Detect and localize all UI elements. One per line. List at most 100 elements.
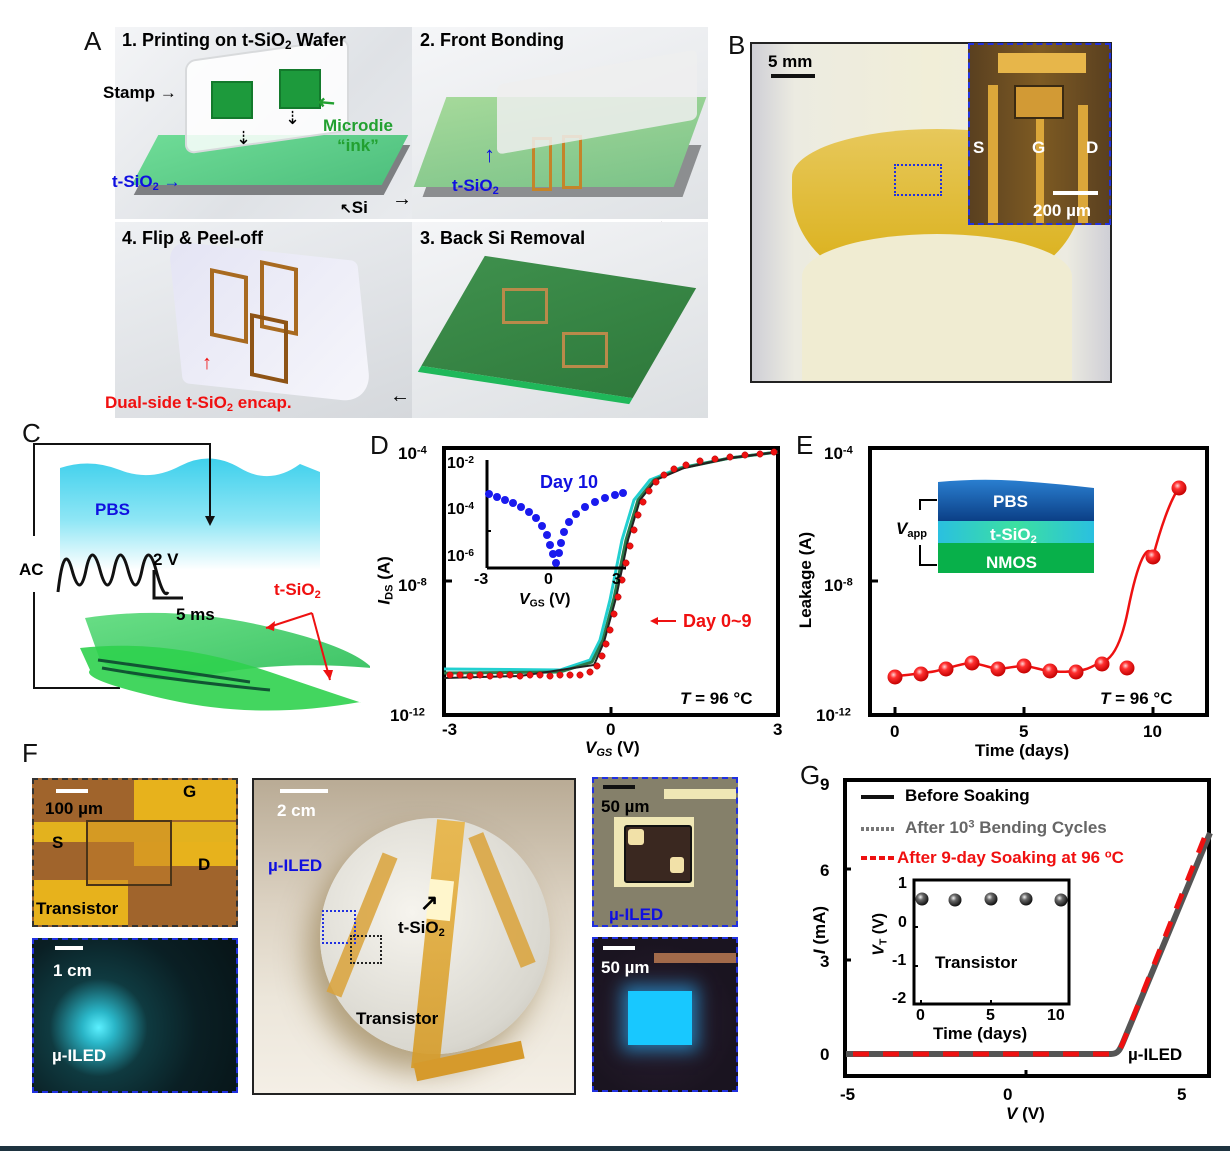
e-ylabel: Leakage (A)	[796, 531, 815, 629]
step3-title: 3. Back Si Removal	[420, 228, 586, 248]
g-ytick-6: 6	[820, 861, 830, 880]
g-ytick-0: 0	[820, 1045, 830, 1064]
d-inset-ytick-6: 10-6	[447, 548, 475, 566]
chip-circuit-1	[502, 288, 548, 324]
inset-device	[1014, 85, 1064, 119]
g-ytick-3: 3	[820, 952, 830, 971]
pbs-layer	[938, 479, 1094, 521]
chart-d-frame	[442, 446, 780, 717]
flow-arrow-right-icon: →	[392, 188, 412, 210]
circuit-gold-2	[562, 135, 582, 189]
d-inset-ytick-2: 10-2	[447, 455, 475, 473]
f-scale-1cm: 1 cm	[53, 961, 92, 980]
g-inset-xtick-10: 10	[1047, 1007, 1065, 1024]
panel-label-a: A	[84, 26, 102, 56]
e-ytick-top: 10-4	[824, 444, 853, 463]
e-layer-pbs: PBS	[993, 492, 1028, 511]
panel-a-step3	[412, 222, 708, 418]
f-sphere-led-label: µ-ILED	[268, 856, 323, 875]
e-xtick-10: 10	[1143, 722, 1162, 741]
d-inset-xtick-0: 0	[544, 571, 553, 588]
f-led-off-photo	[592, 777, 738, 927]
g-inset-ytick-m2: -2	[892, 990, 907, 1007]
scalebar-50um-off	[603, 785, 635, 789]
f-sphere-arrow-icon: ↗	[420, 890, 439, 915]
circuit-lines	[97, 658, 271, 692]
d-inset-title: Day 10	[540, 472, 599, 492]
microdie-ink-label: Microdie “ink”	[323, 116, 393, 155]
wire-circuit	[33, 443, 211, 536]
f-sphere-transistor-label: Transistor	[356, 1009, 439, 1028]
scalebar-50um-on	[603, 946, 635, 950]
f-scale-100um: 100 µm	[45, 799, 103, 818]
terminal-d: D	[1086, 138, 1099, 157]
tsio2-label-step1: t-SiO2 →	[112, 172, 181, 193]
scalebar-200um	[1053, 191, 1098, 195]
g-inset-xtick-5: 5	[986, 1007, 995, 1024]
sine-wave	[56, 553, 170, 596]
panel-a-step1	[115, 27, 412, 219]
stamp-label: Stamp →	[103, 83, 177, 102]
scale-bar-l	[152, 570, 183, 600]
si-label: ↖Si	[340, 198, 368, 217]
day0-9-curve-black	[443, 451, 779, 679]
dual-side-label: Dual-side t-SiO2 encap.	[105, 393, 292, 414]
e-temperature: T = 96 °C	[1100, 689, 1173, 708]
g-xlabel: V (V)	[1006, 1104, 1045, 1123]
g-legend-1: Before Soaking	[905, 786, 1030, 805]
vapp-bracket-bottom	[919, 545, 937, 566]
panel-a-step4	[115, 222, 412, 418]
inset-zoom-box	[894, 164, 942, 196]
vapp-bracket-top	[919, 499, 937, 510]
day10-markers	[485, 489, 627, 567]
d-day0-9-label: Day 0~9	[683, 611, 752, 631]
d-ytick-top: 10-4	[398, 444, 427, 463]
e-xtick-5: 5	[1019, 722, 1029, 741]
panel-label-b: B	[728, 30, 746, 60]
inset-d-line	[1078, 105, 1088, 223]
d-inset-xtick-3: 3	[612, 571, 621, 588]
led-on-trace	[654, 953, 736, 963]
g-inset-xlabel: Time (days)	[933, 1024, 1028, 1043]
g-inset-ytick-m1: -1	[892, 952, 907, 969]
d-xtick-m3: -3	[442, 720, 458, 739]
g-curve-dashed	[853, 825, 1212, 1057]
f-terminal-g: G	[183, 782, 197, 801]
arrow-right-icon: →	[159, 83, 177, 102]
inset-s-line	[988, 85, 998, 223]
voltage-scale-label: 2 V	[153, 550, 179, 569]
scalebar-5mm	[771, 74, 815, 78]
g-device-label: µ-ILED	[1128, 1045, 1183, 1064]
e-layer-tsio2: t-SiO2	[990, 525, 1037, 546]
led-contact-2	[670, 857, 684, 873]
arrow-right-icon: →	[163, 172, 181, 191]
panel-label-c: C	[22, 418, 41, 448]
d-inset-ytick-4: 10-4	[447, 501, 475, 519]
f-device-box	[86, 820, 172, 886]
g-ytick-9: 9	[820, 775, 830, 794]
vt-markers	[915, 892, 1068, 907]
inset-pad-top	[998, 53, 1086, 73]
microdie-1	[211, 81, 253, 119]
water-body	[60, 458, 320, 570]
f-scale-50um-off: 50 µm	[601, 797, 650, 816]
scalebar-1cm	[55, 946, 83, 950]
d-ytick-mid: 10-8	[398, 576, 427, 595]
day0-9-markers	[446, 448, 778, 680]
e-ytick-bottom: 10-12	[816, 706, 851, 725]
step2-title: 2. Front Bonding	[420, 30, 564, 50]
f-led-dark-photo	[32, 938, 238, 1093]
d-inset-xlabel: VGS (V)	[519, 591, 571, 610]
day0-9-curve-green	[443, 450, 779, 675]
f-transistor-photo	[32, 778, 238, 927]
d-ylabel: IDS (A)	[374, 556, 396, 605]
panel-a-step2	[412, 27, 708, 219]
f-scale-50um-on: 50 µm	[601, 958, 650, 977]
e-layer-nmos: NMOS	[986, 553, 1037, 572]
d-temperature: T = 96 °C	[680, 689, 753, 708]
chip-circuit-2	[562, 332, 608, 368]
drop-arrow-1-icon: ⇣	[236, 128, 252, 148]
flow-arrow-left-icon: ←	[390, 385, 410, 407]
e-xlabel: Time (days)	[975, 741, 1070, 760]
g-xtick-5: 5	[1177, 1085, 1187, 1104]
